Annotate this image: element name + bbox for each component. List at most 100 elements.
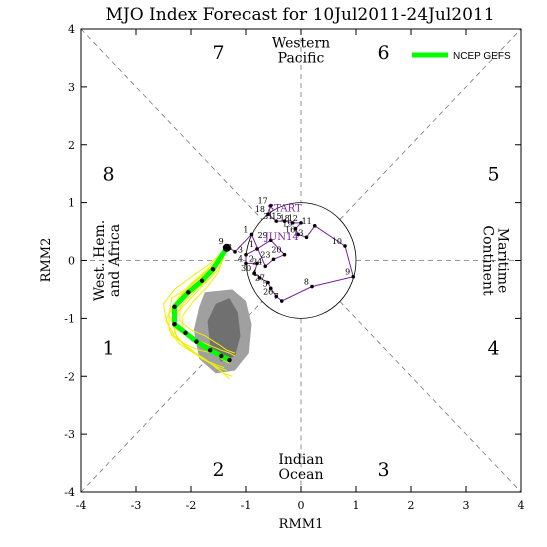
x-axis-label: RMM1 bbox=[279, 517, 324, 532]
observed-point bbox=[233, 250, 237, 254]
region-label: Western Pacific bbox=[272, 35, 330, 66]
observed-point-label: 24 bbox=[252, 257, 262, 266]
observed-point-label: 1 bbox=[249, 240, 254, 249]
region-label: Indian Ocean bbox=[278, 452, 323, 483]
region-label-line: and Africa bbox=[107, 224, 123, 297]
region-label-line: West. Hem. bbox=[92, 220, 108, 301]
y-tick-label: -2 bbox=[64, 370, 75, 383]
forecast-point bbox=[172, 304, 177, 309]
observed-point bbox=[282, 219, 287, 223]
diagonal-line bbox=[80, 28, 263, 220]
forecast-point bbox=[186, 290, 191, 295]
observed-point-label: 4 bbox=[238, 254, 243, 263]
y-tick-label: -3 bbox=[64, 428, 75, 441]
observed-point-label: 3 bbox=[238, 246, 243, 255]
forecast-point bbox=[210, 266, 216, 272]
y-tick-label: 4 bbox=[68, 23, 75, 36]
phase-number: 8 bbox=[102, 164, 114, 186]
x-tick-label: -4 bbox=[76, 499, 87, 512]
observed-point bbox=[304, 235, 309, 240]
forecast-point bbox=[194, 339, 199, 344]
spread-core bbox=[207, 298, 241, 362]
phase-guides bbox=[80, 28, 522, 493]
observed-point-label: 9 bbox=[345, 268, 350, 277]
forecast-start-point bbox=[222, 243, 231, 252]
ensemble-spread bbox=[193, 289, 252, 374]
forecast-point bbox=[219, 353, 224, 359]
observed-point bbox=[351, 274, 356, 279]
observed-point-label: 29 bbox=[258, 231, 268, 240]
y-tick-label: -1 bbox=[64, 312, 75, 325]
observed-point bbox=[274, 294, 279, 299]
forecast-point bbox=[208, 348, 213, 353]
observed-point bbox=[257, 276, 262, 280]
y-tick-label: -4 bbox=[64, 486, 75, 499]
observed-point-label: 20 bbox=[271, 246, 281, 255]
observed-point bbox=[268, 238, 273, 243]
observed-point bbox=[293, 226, 298, 231]
y-tick-label: 2 bbox=[68, 139, 75, 152]
observed-point bbox=[290, 221, 295, 225]
region-label: West. Hem.and Africa bbox=[92, 220, 123, 301]
observed-point bbox=[266, 212, 270, 216]
x-tick-label: 0 bbox=[298, 499, 305, 512]
region-label-line: Continent bbox=[479, 225, 495, 296]
x-tick-label: 2 bbox=[408, 499, 415, 512]
phase-number: 6 bbox=[377, 42, 389, 64]
region-label-line: Pacific bbox=[278, 50, 325, 66]
observed-point bbox=[282, 252, 287, 257]
legend: NCEP GEFS bbox=[412, 51, 511, 62]
phase-number: 3 bbox=[377, 459, 389, 481]
observed-point-label: 30 bbox=[241, 264, 251, 273]
x-tick-label: 3 bbox=[463, 499, 470, 512]
phase-number: 1 bbox=[102, 337, 114, 359]
legend-label: NCEP GEFS bbox=[453, 51, 511, 62]
observed-point-label: 15 bbox=[271, 212, 281, 221]
x-tick-label: -1 bbox=[241, 499, 252, 512]
annotation-text: JUN14 bbox=[264, 232, 299, 243]
annotations: START JUN14 bbox=[264, 203, 302, 243]
region-label: MaritimeContinent bbox=[479, 225, 510, 296]
observed-point bbox=[296, 232, 301, 237]
observed-point bbox=[263, 264, 268, 269]
observed-point bbox=[310, 284, 314, 289]
observed-point bbox=[268, 286, 273, 291]
x-tick-label: -2 bbox=[186, 499, 197, 512]
observed-point bbox=[279, 299, 284, 303]
phase-number: 2 bbox=[212, 459, 224, 481]
region-labels: Western Pacific Indian Ocean West. Hem.and A… bbox=[92, 35, 511, 483]
observed-point-label: 31 bbox=[263, 212, 273, 221]
x-tick-label: 1 bbox=[353, 499, 360, 512]
observed-point bbox=[268, 203, 273, 208]
observed-point bbox=[266, 280, 270, 285]
x-tick-label: 4 bbox=[518, 499, 525, 512]
region-label-line: Indian bbox=[278, 452, 323, 468]
observed-point bbox=[343, 244, 347, 248]
y-tick-label: 0 bbox=[68, 255, 75, 268]
observed-point bbox=[249, 232, 254, 237]
forecast-track bbox=[172, 243, 232, 363]
observed-point-label: 16 bbox=[285, 225, 295, 234]
forecast-point bbox=[183, 330, 188, 336]
observed-point-label: 12 bbox=[288, 214, 298, 223]
region-label-line: Maritime bbox=[494, 228, 510, 294]
observed-point-label: 23 bbox=[260, 250, 270, 259]
observed-point-label: 18 bbox=[280, 214, 290, 223]
x-tick-label: -3 bbox=[131, 499, 142, 512]
forecast-point bbox=[172, 321, 177, 327]
observed-point bbox=[255, 261, 259, 266]
observed-point bbox=[299, 221, 303, 225]
ensemble-member-line bbox=[171, 247, 230, 380]
chart-title: MJO Index Forecast for 10Jul2011-24Jul20… bbox=[105, 5, 494, 25]
phase-number: 4 bbox=[487, 337, 499, 359]
region-label-line: Ocean bbox=[279, 467, 324, 483]
region-label-line: Western bbox=[272, 35, 330, 51]
observed-point-label: 2 bbox=[249, 254, 254, 263]
observed-point bbox=[312, 223, 317, 228]
observed-point-label: 19 bbox=[282, 220, 292, 229]
observed-point bbox=[244, 261, 248, 266]
observed-point-label: 13 bbox=[293, 228, 303, 237]
